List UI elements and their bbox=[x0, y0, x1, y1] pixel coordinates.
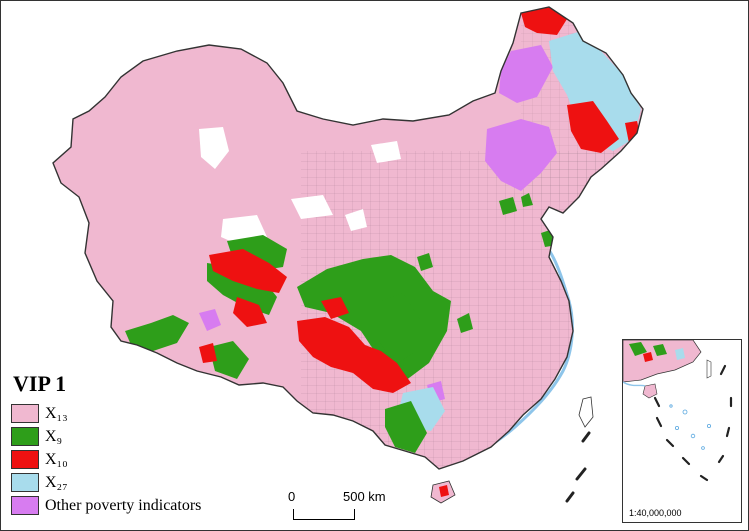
region-other-indicators bbox=[485, 119, 557, 191]
south-china-sea-inset: 1:40,000,000 bbox=[622, 339, 742, 523]
green-swatch-icon bbox=[11, 427, 39, 446]
region-x9 bbox=[457, 313, 473, 333]
region-x10 bbox=[439, 485, 449, 497]
inset-scale-label: 1:40,000,000 bbox=[629, 508, 682, 518]
light-blue-swatch-icon bbox=[11, 473, 39, 492]
legend-item-other: Other poverty indicators bbox=[11, 494, 201, 517]
scale-bar-end: 500 km bbox=[343, 489, 386, 504]
region-x10 bbox=[321, 297, 349, 319]
region-x9 bbox=[499, 197, 517, 215]
region-other-indicators bbox=[199, 309, 221, 331]
region-x9 bbox=[385, 401, 427, 453]
region-x10 bbox=[533, 419, 541, 431]
region-other-indicators bbox=[499, 45, 553, 103]
region-x9 bbox=[417, 253, 433, 271]
region-x10 bbox=[297, 317, 411, 393]
taiwan-island bbox=[578, 396, 594, 428]
legend-label: X₁₀ bbox=[45, 450, 68, 468]
region-x10 bbox=[233, 297, 267, 327]
blank-area bbox=[345, 209, 367, 231]
legend-item-x13: X₁₃ bbox=[11, 402, 201, 425]
legend-item-x27: X₂₇ bbox=[11, 471, 201, 494]
region-x10 bbox=[209, 249, 287, 293]
region-x9 bbox=[379, 293, 421, 365]
blank-area bbox=[291, 195, 333, 219]
region-x9 bbox=[125, 315, 189, 351]
region-x10 bbox=[567, 101, 619, 153]
legend-item-x9: X₉ bbox=[11, 425, 201, 448]
region-x9 bbox=[209, 341, 249, 379]
legend-label: X₉ bbox=[45, 427, 63, 445]
violet-swatch-icon bbox=[11, 496, 39, 515]
inset-map bbox=[623, 340, 733, 482]
legend-item-x10: X₁₀ bbox=[11, 448, 201, 471]
legend-label: Other poverty indicators bbox=[45, 496, 202, 514]
boundary-dashes bbox=[565, 431, 591, 503]
legend: VIP 1 X₁₃ X₉ X₁₀ X₂₇ Other poverty indic… bbox=[11, 371, 201, 517]
region-x9 bbox=[521, 193, 533, 207]
scale-bar-line bbox=[293, 509, 355, 520]
blank-area bbox=[199, 127, 229, 169]
legend-label: X₂₇ bbox=[45, 473, 68, 491]
pink-swatch-icon bbox=[11, 404, 39, 423]
region-x10 bbox=[199, 343, 217, 363]
legend-title: VIP 1 bbox=[13, 371, 67, 396]
red-swatch-icon bbox=[11, 450, 39, 469]
blank-area bbox=[371, 141, 401, 163]
region-fills bbox=[125, 7, 643, 469]
region-x27 bbox=[549, 31, 641, 151]
scale-bar-start: 0 bbox=[288, 489, 296, 504]
region-x10 bbox=[521, 7, 567, 35]
legend-label: X₁₃ bbox=[45, 404, 68, 422]
scale-bar: 0 500 km bbox=[288, 489, 408, 525]
